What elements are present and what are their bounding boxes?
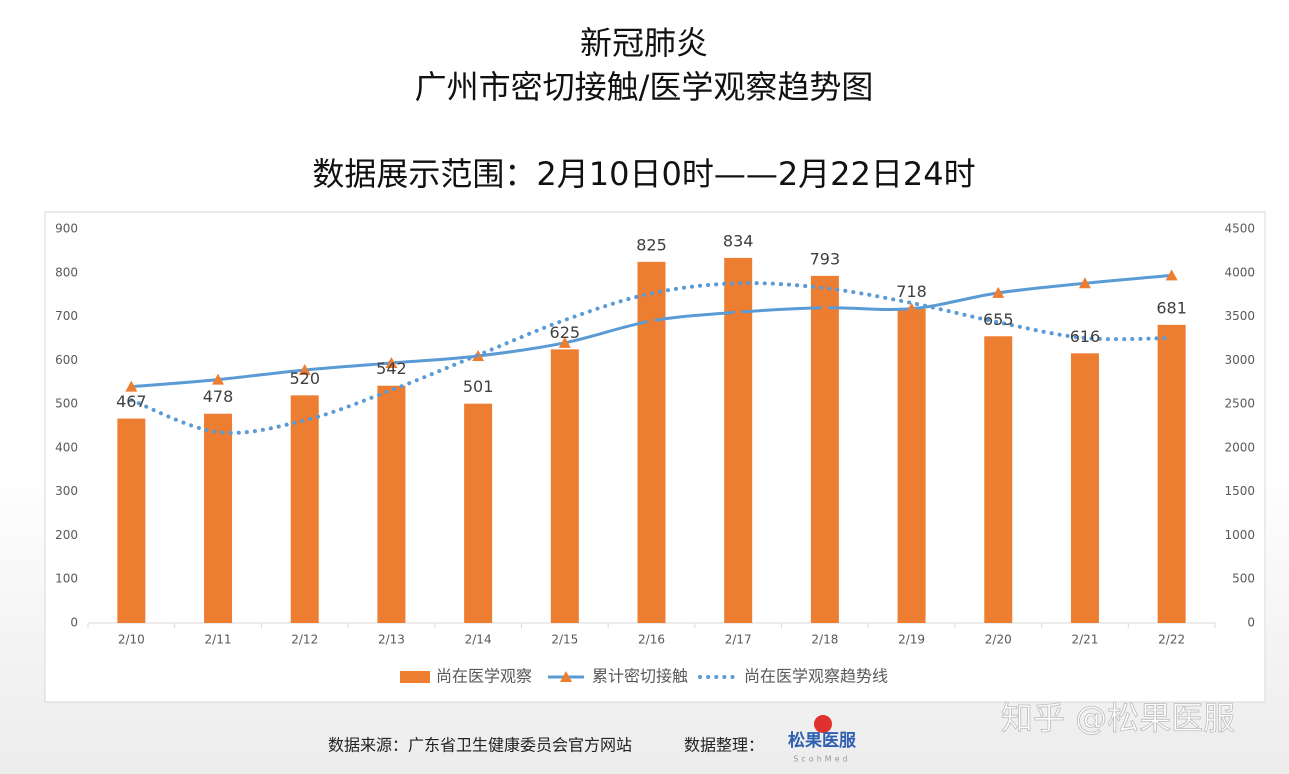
y2-tick-label: 4000 xyxy=(1224,265,1255,279)
data-label: 478 xyxy=(203,387,234,406)
data-label: 825 xyxy=(636,235,667,254)
y2-tick-label: 1500 xyxy=(1224,484,1255,498)
y2-tick-label: 2500 xyxy=(1224,397,1255,411)
data-label: 542 xyxy=(376,359,407,378)
x-tick-label: 2/22 xyxy=(1158,633,1185,647)
bar xyxy=(724,257,753,623)
data-label: 520 xyxy=(289,369,320,388)
marker xyxy=(645,314,658,326)
watermark: 知乎 @松果医服 xyxy=(1001,699,1235,737)
bar xyxy=(204,413,233,623)
x-tick-label: 2/16 xyxy=(638,633,665,647)
date-range: 数据展示范围：2月10日0时——2月22日24时 xyxy=(312,155,975,193)
data-label: 834 xyxy=(723,231,754,250)
x-tick-label: 2/10 xyxy=(118,633,145,647)
y-tick-label: 0 xyxy=(70,616,78,630)
bar xyxy=(117,418,146,623)
data-label: 625 xyxy=(550,323,581,342)
y2-tick-label: 3000 xyxy=(1224,353,1255,367)
x-tick-label: 2/15 xyxy=(551,633,578,647)
y-tick-label: 300 xyxy=(55,484,78,498)
legend-label: 尚在医学观察趋势线 xyxy=(744,667,888,686)
marker xyxy=(732,306,745,318)
marker xyxy=(212,373,225,385)
data-label: 501 xyxy=(463,377,494,396)
y2-tick-label: 4500 xyxy=(1224,222,1255,236)
marker xyxy=(1165,269,1178,281)
logo-icon xyxy=(814,715,832,733)
legend-label: 累计密切接触 xyxy=(592,667,688,686)
marker xyxy=(992,286,1005,298)
trend-line xyxy=(129,281,1174,435)
y-tick-label: 500 xyxy=(55,397,78,411)
data-label: 793 xyxy=(810,249,841,268)
y-tick-label: 200 xyxy=(55,528,78,542)
x-tick-label: 2/11 xyxy=(205,633,232,647)
chart-title: 新冠肺炎 xyxy=(580,24,708,62)
y-tick-label: 700 xyxy=(55,309,78,323)
data-label: 467 xyxy=(116,392,147,411)
x-tick-label: 2/18 xyxy=(811,633,838,647)
chart-subtitle: 广州市密切接触/医学观察趋势图 xyxy=(415,68,874,106)
y2-tick-label: 3500 xyxy=(1224,309,1255,323)
bar xyxy=(377,385,406,623)
bar xyxy=(810,275,839,623)
y2-tick-label: 1000 xyxy=(1224,528,1255,542)
y-tick-label: 400 xyxy=(55,440,78,454)
legend-label: 尚在医学观察 xyxy=(436,667,532,686)
x-tick-label: 2/13 xyxy=(378,633,405,647)
marker xyxy=(905,302,918,314)
y2-tick-label: 0 xyxy=(1247,616,1255,630)
legend-swatch xyxy=(400,671,430,683)
logo: 松果医服 xyxy=(788,730,857,751)
x-tick-label: 2/19 xyxy=(898,633,925,647)
data-label: 655 xyxy=(983,310,1014,329)
x-tick-label: 2/17 xyxy=(725,633,752,647)
y2-tick-label: 2000 xyxy=(1224,440,1255,454)
bar xyxy=(1070,353,1099,623)
x-tick-label: 2/14 xyxy=(465,633,492,647)
legend-marker xyxy=(560,671,572,682)
x-tick-label: 2/20 xyxy=(985,633,1012,647)
y-tick-label: 800 xyxy=(55,265,78,279)
y-tick-label: 900 xyxy=(55,222,78,236)
marker xyxy=(1078,277,1091,289)
data-label: 718 xyxy=(896,282,927,301)
y2-tick-label: 500 xyxy=(1232,572,1255,586)
marker xyxy=(558,336,571,348)
bar xyxy=(1157,324,1186,623)
data-label: 681 xyxy=(1156,298,1187,317)
logo-sub: ScohMed xyxy=(793,755,850,764)
x-tick-label: 2/21 xyxy=(1071,633,1098,647)
source: 数据来源：广东省卫生健康委员会官方网站 xyxy=(328,736,632,755)
bar xyxy=(290,395,319,623)
y-tick-label: 100 xyxy=(55,572,78,586)
compiler: 数据整理： xyxy=(684,736,764,755)
x-tick-label: 2/12 xyxy=(291,633,318,647)
marker xyxy=(298,363,311,375)
marker xyxy=(818,301,831,313)
marker xyxy=(385,356,398,368)
bar xyxy=(984,336,1013,623)
bar xyxy=(464,403,493,623)
bar xyxy=(897,308,926,623)
data-label: 616 xyxy=(1070,327,1101,346)
marker xyxy=(125,380,138,392)
y-tick-label: 600 xyxy=(55,353,78,367)
bar xyxy=(550,349,579,623)
